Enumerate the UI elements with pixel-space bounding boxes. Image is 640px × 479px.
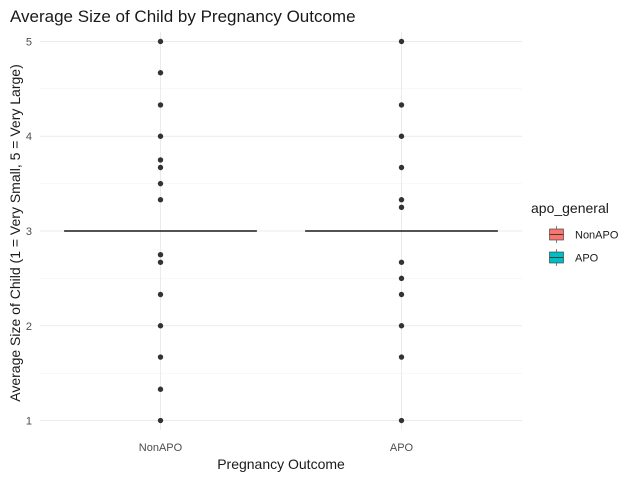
legend-label-nonapo: NonAPO xyxy=(575,230,619,242)
y-axis-title: Average Size of Child (1 = Very Small, 5… xyxy=(7,64,23,401)
data-point-apo xyxy=(398,204,405,211)
legend: apo_general NonAPO APO xyxy=(531,200,619,266)
data-point-apo xyxy=(398,259,405,265)
data-point-nonapo xyxy=(157,417,164,424)
data-point-apo xyxy=(398,291,405,298)
data-point-nonapo xyxy=(157,102,164,108)
data-point-apo xyxy=(398,417,405,424)
legend-key-nonapo xyxy=(548,226,565,243)
chart-title: Average Size of Child by Pregnancy Outco… xyxy=(10,7,356,26)
data-point-apo xyxy=(398,38,405,45)
y-tick-label: 3 xyxy=(26,226,32,238)
data-point-nonapo xyxy=(157,157,164,163)
data-point-nonapo xyxy=(157,164,164,171)
data-point-apo xyxy=(398,275,405,282)
legend-title: apo_general xyxy=(531,200,609,216)
legend-key-apo xyxy=(548,249,565,266)
y-tick-label: 5 xyxy=(26,36,32,48)
data-point-nonapo xyxy=(157,70,164,76)
data-point-nonapo xyxy=(157,291,164,298)
data-point-nonapo xyxy=(157,354,164,360)
x-tick-label: NonAPO xyxy=(139,442,183,454)
x-axis-title: Pregnancy Outcome xyxy=(217,456,345,472)
data-point-nonapo xyxy=(157,323,164,329)
data-point-nonapo xyxy=(157,251,164,258)
data-point-apo xyxy=(398,102,405,108)
data-point-apo xyxy=(398,164,405,171)
data-points xyxy=(157,38,405,424)
x-tick-label: APO xyxy=(390,442,414,454)
data-point-apo xyxy=(398,323,405,329)
data-point-nonapo xyxy=(157,259,164,265)
data-point-nonapo xyxy=(157,197,164,203)
y-tick-label: 2 xyxy=(26,321,32,333)
y-tick-label: 1 xyxy=(26,416,32,428)
data-point-nonapo xyxy=(157,386,164,392)
data-point-apo xyxy=(398,133,405,139)
data-point-nonapo xyxy=(157,38,164,45)
data-point-nonapo xyxy=(157,180,164,187)
data-point-apo xyxy=(398,354,405,360)
legend-label-apo: APO xyxy=(575,253,599,265)
y-tick-label: 4 xyxy=(26,131,32,143)
axis-ticks: 1 2 3 4 5 NonAPO APO xyxy=(26,36,414,454)
data-point-apo xyxy=(398,197,405,203)
data-point-nonapo xyxy=(157,133,164,139)
